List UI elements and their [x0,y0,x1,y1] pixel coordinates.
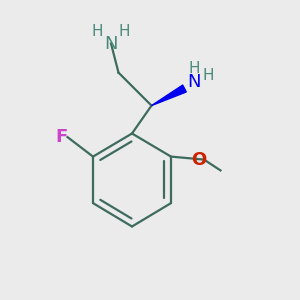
Text: N: N [188,73,201,91]
Polygon shape [152,85,186,106]
Text: F: F [56,128,68,146]
Text: H: H [119,24,130,39]
Text: H: H [203,68,214,83]
Text: H: H [189,61,200,76]
Text: N: N [104,35,118,53]
Text: O: O [191,151,206,169]
Text: H: H [92,24,103,39]
